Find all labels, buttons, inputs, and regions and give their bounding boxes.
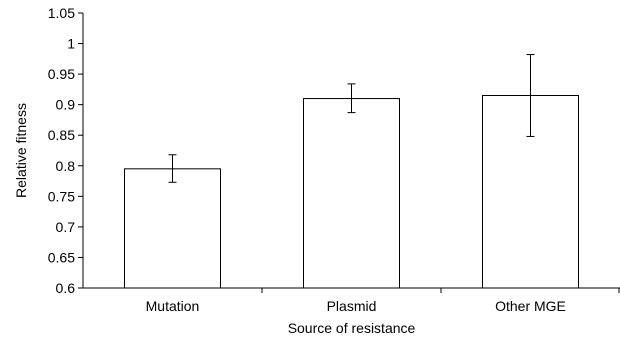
y-tick-label: 0.75 [48, 188, 75, 204]
y-tick-label: 0.9 [56, 97, 76, 113]
y-tick-label: 0.85 [48, 127, 75, 143]
bars-group [124, 95, 579, 289]
bar-mutation [124, 168, 221, 289]
y-axis-ticks: 0.6 0.65 0.7 0.75 0.8 0.85 0.9 0.95 1 1.05 [48, 5, 83, 296]
y-tick-label: 1 [67, 36, 75, 52]
bar-plasmid [303, 98, 400, 289]
error-bars-group [168, 54, 535, 183]
x-axis-ticks: Mutation Plasmid Other MGE [146, 288, 620, 314]
x-tick-label: Other MGE [495, 298, 566, 314]
y-axis-title: Relative fitness [13, 103, 29, 198]
y-tick-label: 0.8 [56, 158, 76, 174]
y-tick-label: 0.65 [48, 249, 75, 265]
x-tick-label: Plasmid [327, 298, 377, 314]
x-tick-label: Mutation [146, 298, 200, 314]
y-tick-label: 0.95 [48, 66, 75, 82]
x-axis-title: Source of resistance [288, 320, 416, 336]
y-tick-label: 0.6 [56, 280, 76, 296]
y-tick-label: 1.05 [48, 5, 75, 21]
y-tick-label: 0.7 [56, 219, 76, 235]
